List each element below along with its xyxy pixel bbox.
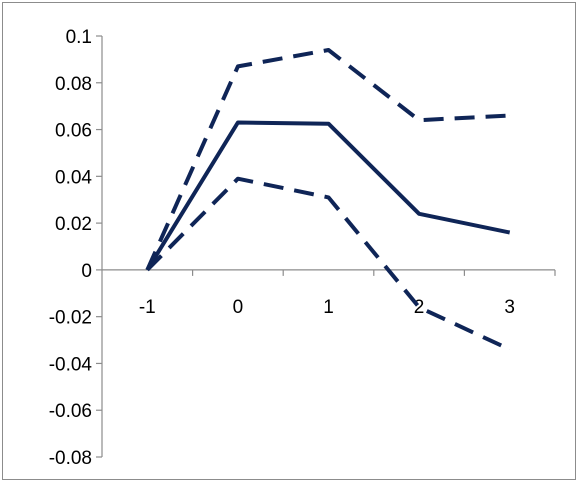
series-line-lower (145, 176, 511, 352)
series-line-upper (145, 48, 510, 271)
y-tick-label-4: 0.02 (55, 214, 92, 235)
x-tick-label-1: 0 (233, 297, 244, 318)
y-tick-label-2: 0.06 (55, 121, 92, 142)
y-tick-label-7: -0.04 (49, 354, 93, 375)
y-tick-label-5: 0 (81, 261, 92, 282)
y-tick-label-8: -0.06 (49, 401, 92, 422)
y-tick-label-0: 0.1 (66, 27, 92, 48)
y-tick-label-1: 0.08 (55, 74, 92, 95)
chart-frame (2, 2, 576, 480)
y-tick-label-6: -0.02 (49, 308, 92, 329)
x-tick-label-0: -1 (139, 297, 156, 318)
x-tick-label-4: 3 (504, 297, 515, 318)
x-tick-label-2: 1 (323, 297, 334, 318)
y-tick-label-3: 0.04 (55, 167, 92, 188)
y-tick-label-9: -0.08 (49, 448, 92, 469)
